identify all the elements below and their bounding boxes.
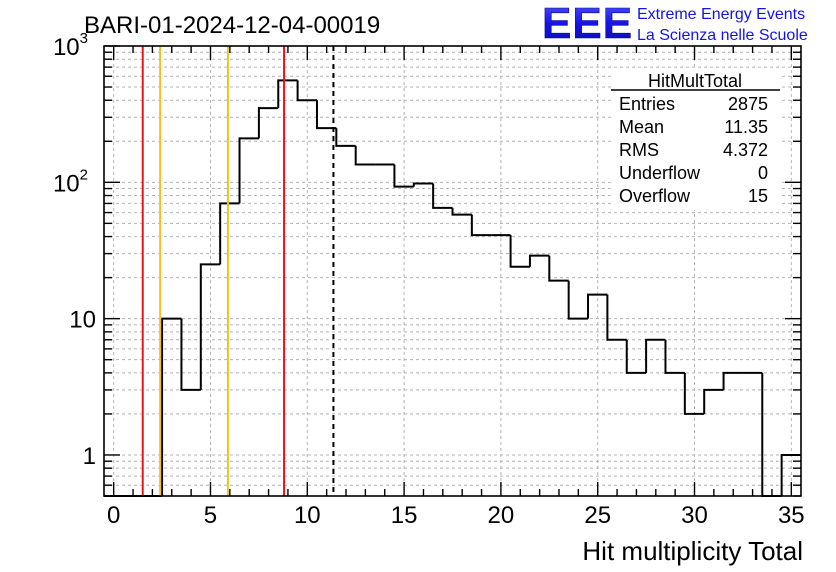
x-tick-label: 25 [584,502,611,529]
histogram-bin [354,145,376,166]
histogram-bin [587,293,608,319]
x-tick-label: 35 [778,502,805,529]
histogram-bin [335,128,356,147]
histogram-bin [412,182,434,187]
histogram-bin [606,294,627,341]
histogram-bin [315,100,337,130]
histogram-bin [509,235,530,268]
eee-logo-line1: Extreme Energy Events [637,6,805,23]
y-tick-label: 103 [53,30,88,61]
x-axis-label: Hit multiplicity Total [582,536,803,566]
histogram-bin [180,318,201,391]
histogram-bin [296,80,317,102]
histogram-bin [548,255,569,282]
marker-lines [141,46,335,496]
x-tick-label: 0 [107,502,120,529]
stats-value-entries: 2875 [728,94,768,114]
y-tick-label: 10 [69,307,96,334]
stats-label-underflow: Underflow [619,163,701,183]
chart-title: BARI-01-2024-12-04-00019 [84,12,380,39]
stats-label-rms: RMS [619,140,659,160]
stats-label-mean: Mean [619,117,664,137]
eee-logo: EEE Extreme Energy Events La Scienza nel… [542,0,808,48]
stats-value-overflow: 15 [748,186,768,206]
eee-logo-line2: La Scienza nelle Scuole [637,27,808,44]
stats-box-background [611,70,780,210]
tick-labels: 0 5 10 15 20 25 30 35 1 10 102 103 [53,30,805,529]
histogram-bin [161,317,182,496]
histogram-bin [451,207,472,216]
plot-frame [103,45,802,497]
histogram-bin [567,280,589,320]
histogram-bin [432,183,453,209]
stats-value-underflow: 0 [758,163,768,183]
x-tick-label: 15 [391,502,418,529]
histogram-bin [703,388,724,414]
histogram-bin [277,79,298,109]
x-tick-label: 20 [488,502,515,529]
x-tick-label: 30 [681,502,708,529]
stats-title: HitMultTotal [648,71,742,91]
y-tick-label: 1 [83,443,96,470]
histogram-bin [625,339,647,374]
histogram-bin [238,137,259,204]
eee-logo-mark: EEE [542,0,633,48]
stats-box: HitMultTotal Entries 2875 Mean 11.35 RMS… [611,70,780,210]
stats-value-mean: 11.35 [724,117,768,137]
histogram-bin [722,371,743,390]
x-tick-label: 10 [294,502,321,529]
histogram-bin [199,263,221,390]
stats-value-rms: 4.372 [723,140,768,160]
histogram-bin [683,372,705,415]
histogram-bin [219,202,240,265]
histogram-bin [470,214,492,237]
histogram-bin [257,107,279,139]
histogram-bin [645,338,666,373]
histogram-bin [664,339,685,374]
histogram [104,79,801,497]
histogram-bin [393,164,414,188]
stats-label-entries: Entries [619,94,675,114]
axis-ticks [104,45,801,497]
histogram-bin [528,254,550,267]
stats-label-overflow: Overflow [619,186,691,206]
y-tick-label: 102 [53,166,88,197]
x-tick-label: 5 [204,502,217,529]
